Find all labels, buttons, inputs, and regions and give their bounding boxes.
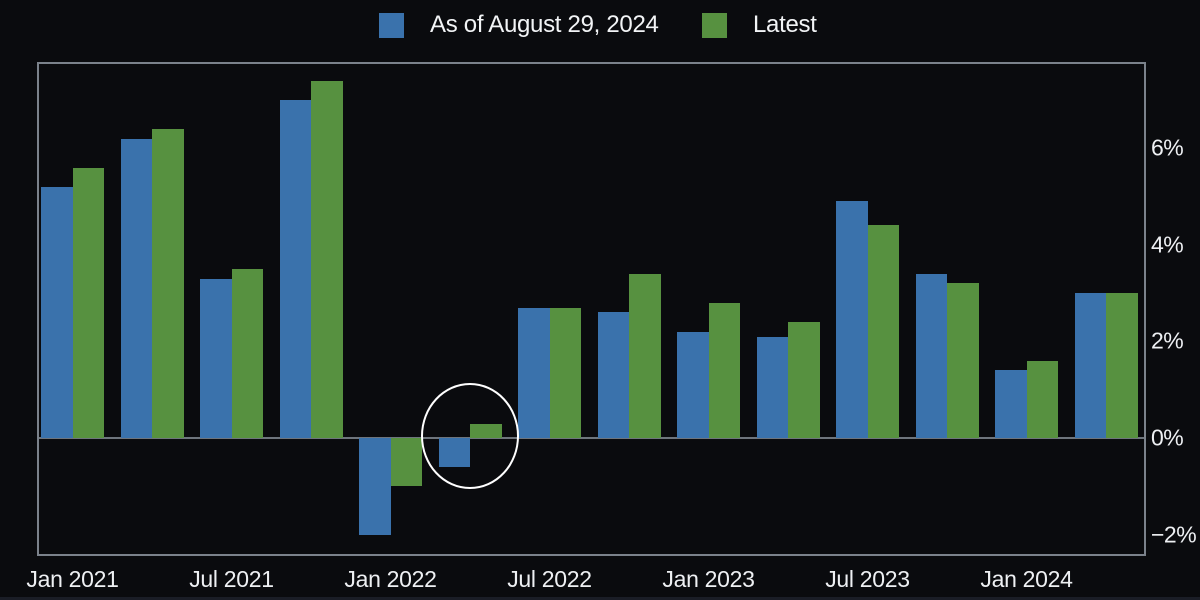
bar-series1-q3-2023: [836, 201, 868, 438]
bar-series1-q1-2023: [677, 331, 709, 438]
page-edge-strip: [0, 597, 1200, 600]
bar-series2-q4-2023: [947, 283, 979, 438]
series1-legend-label: As of August 29, 2024: [430, 11, 659, 38]
legend-item-series2: Latest: [702, 10, 817, 40]
bar-series1-q4-2021: [279, 99, 311, 438]
y-tick-label: −2%: [1151, 521, 1197, 548]
bar-series1-q2-2023: [756, 336, 788, 438]
bar-series2-q4-2022: [629, 273, 661, 438]
x-tick-label: Jan 2021: [26, 566, 119, 592]
bar-series1-q3-2022: [518, 307, 550, 438]
x-tick-label: Jan 2022: [344, 566, 437, 592]
bar-series2-q3-2022: [549, 307, 581, 438]
bar-series2-q1-2022: [390, 438, 422, 487]
zero-baseline: [39, 437, 1144, 439]
bar-series1-q2-2024: [1074, 293, 1106, 438]
x-tick-label: Jul 2023: [825, 566, 910, 592]
series1-color-swatch: [379, 12, 404, 38]
bar-series1-q4-2023: [915, 273, 947, 438]
legend-item-series1: As of August 29, 2024: [379, 10, 659, 40]
highlight-circle-annotation: [421, 383, 519, 489]
bar-series2-q1-2021: [72, 167, 104, 438]
bar-series2-q2-2021: [152, 128, 184, 438]
bar-series2-q2-2024: [1106, 293, 1138, 438]
bar-series1-q3-2021: [200, 278, 232, 438]
series2-legend-label: Latest: [753, 11, 817, 38]
y-tick-label: 2%: [1151, 327, 1184, 354]
x-tick-label: Jul 2021: [189, 566, 274, 592]
x-tick-label: Jan 2023: [662, 566, 755, 592]
y-tick-label: 6%: [1151, 134, 1184, 161]
x-tick-label: Jan 2024: [980, 566, 1073, 592]
y-tick-label: 0%: [1151, 424, 1184, 451]
bar-series2-q4-2021: [311, 80, 343, 438]
bar-series1-q1-2021: [41, 186, 73, 438]
bar-series2-q1-2024: [1026, 360, 1058, 438]
bar-series1-q1-2024: [995, 370, 1027, 438]
y-tick-label: 4%: [1151, 231, 1184, 258]
bar-series2-q1-2023: [708, 302, 740, 438]
bar-series1-q2-2021: [120, 138, 152, 438]
bar-series1-q4-2022: [597, 312, 629, 438]
bar-series2-q2-2023: [788, 322, 820, 438]
series2-color-swatch: [702, 12, 727, 38]
bar-series2-q3-2023: [867, 225, 899, 438]
bar-series1-q1-2022: [359, 438, 391, 535]
x-tick-label: Jul 2022: [507, 566, 592, 592]
plot-area: [37, 62, 1146, 556]
bar-series2-q3-2021: [231, 268, 263, 438]
